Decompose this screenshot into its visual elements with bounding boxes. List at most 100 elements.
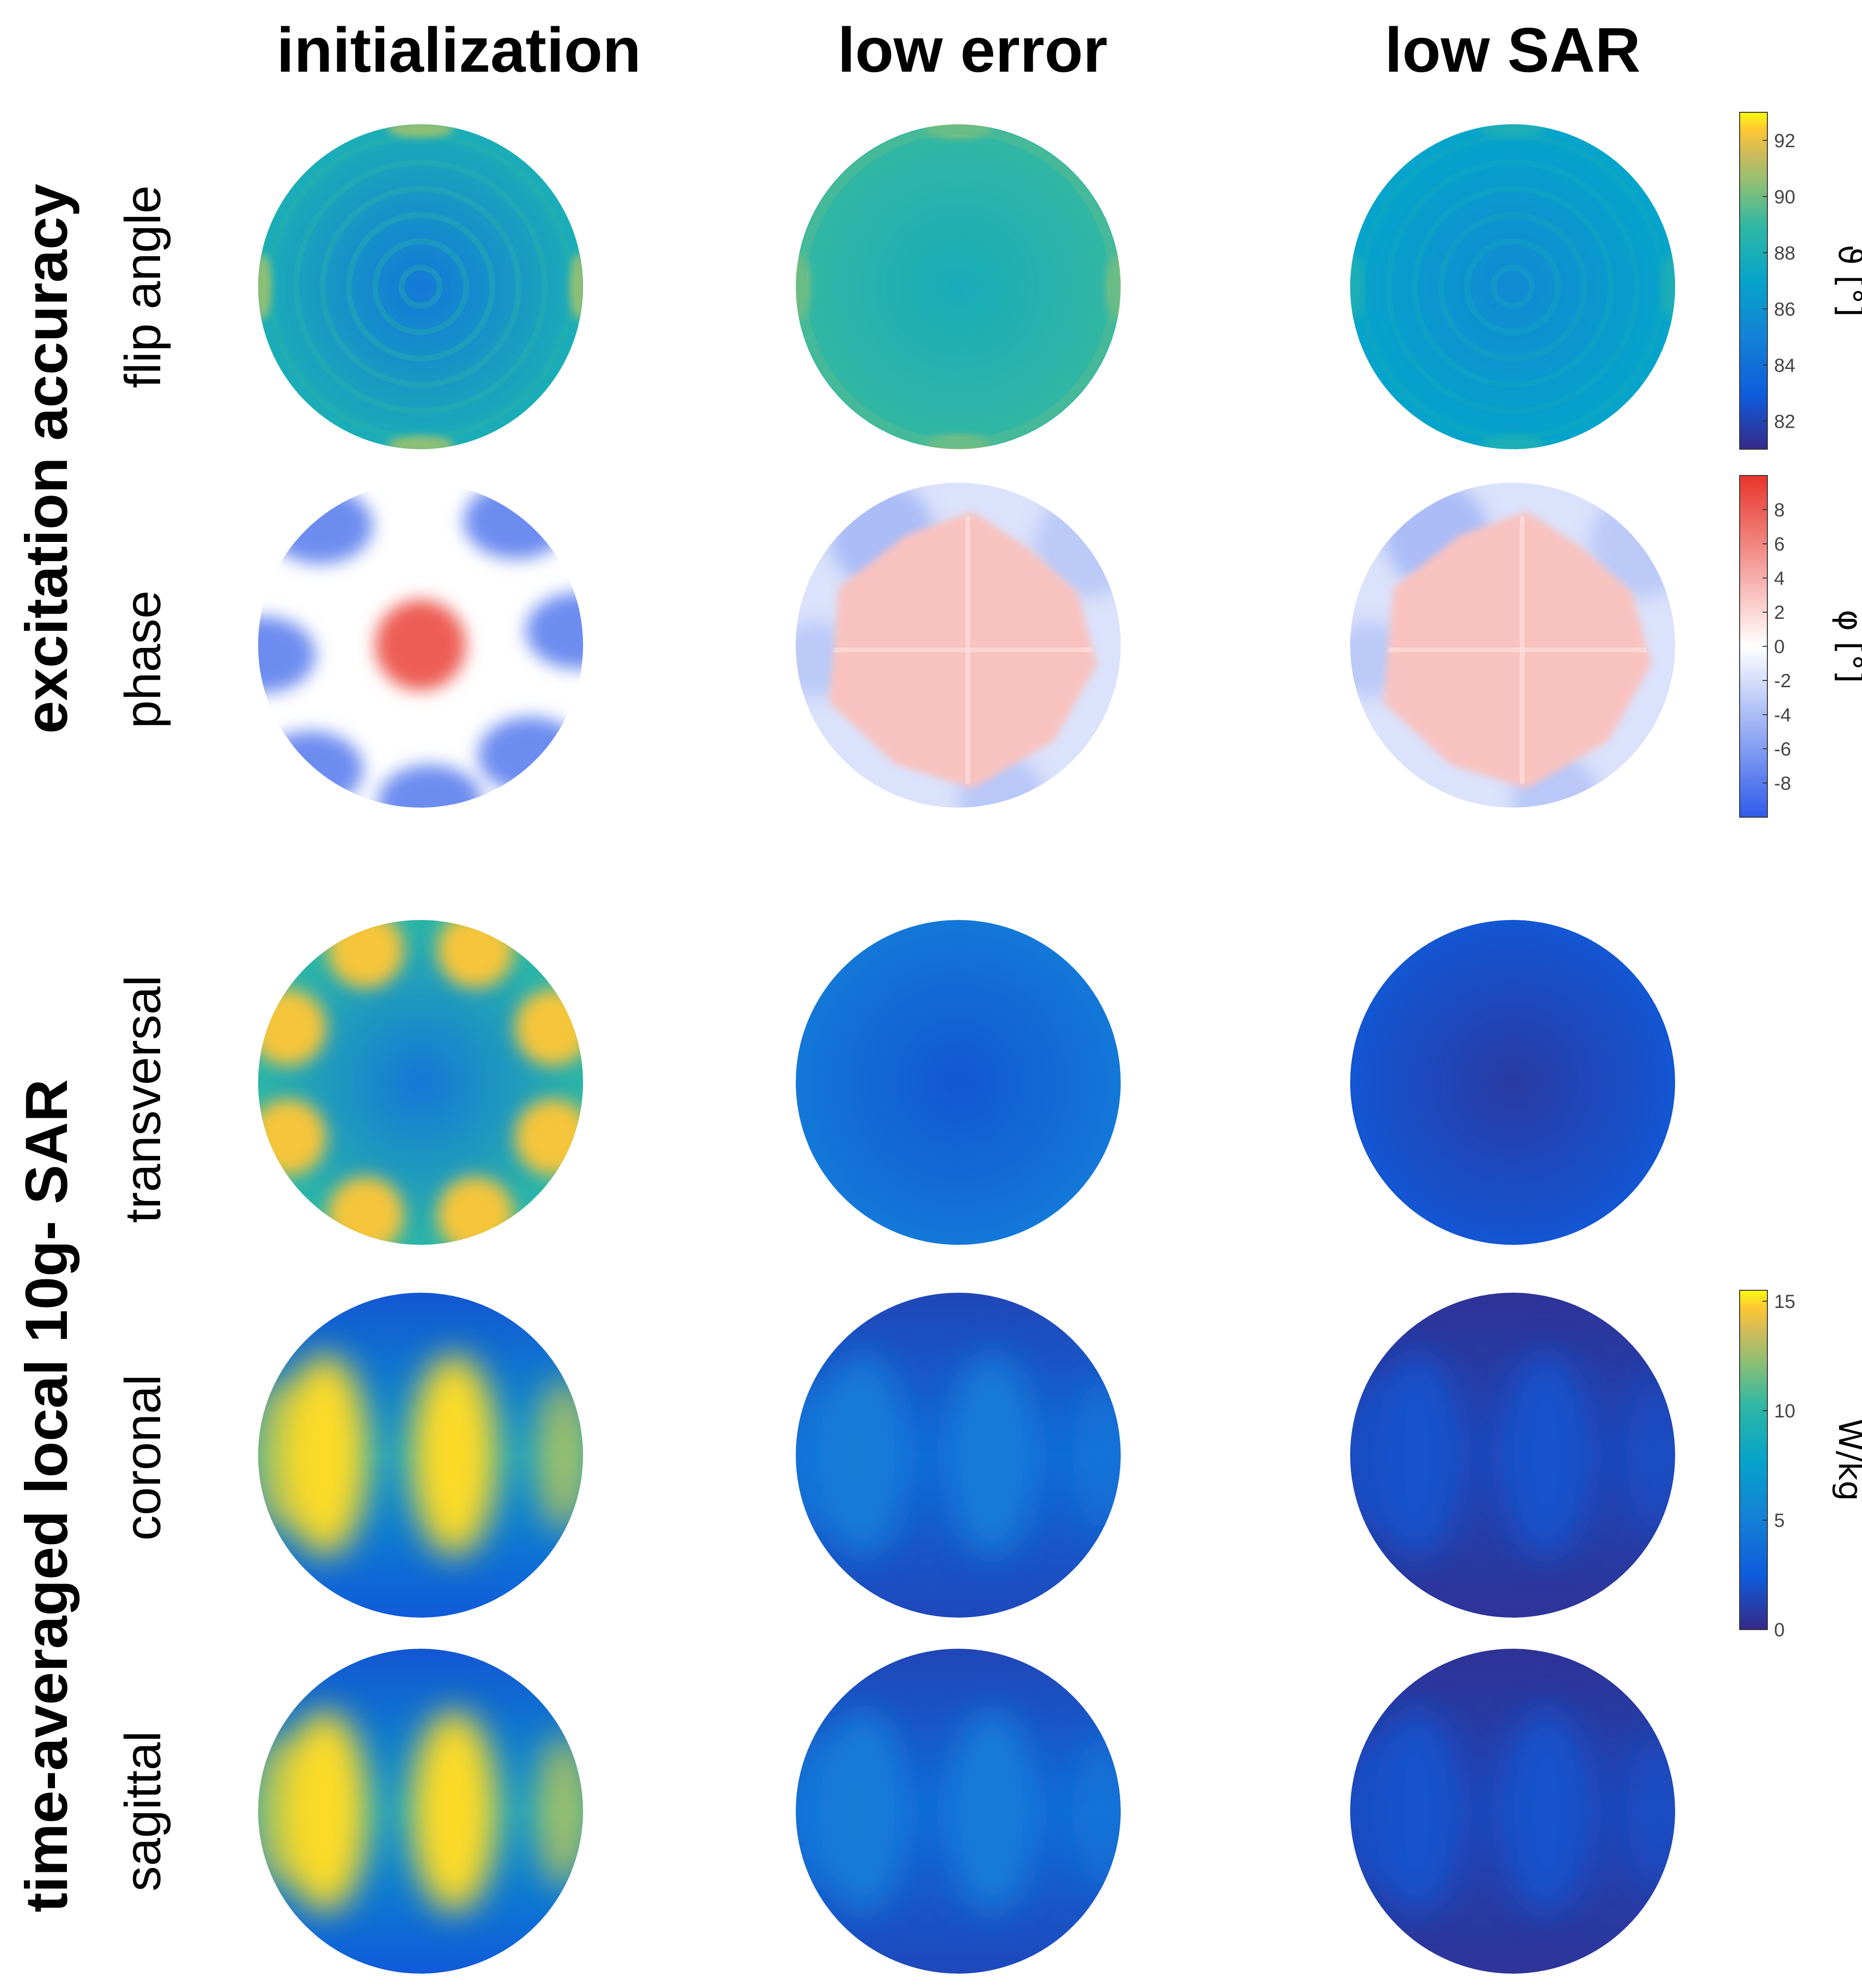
panel-base <box>796 124 1121 449</box>
hot-lobe <box>258 1099 326 1176</box>
colorbar-tick-label: 4 <box>1774 568 1785 589</box>
colorbar-tick-label: 88 <box>1774 243 1796 264</box>
hot-lobe <box>327 920 404 988</box>
hot-lobe <box>1350 1379 1398 1532</box>
colorbar-label: ϑ [°] <box>1831 245 1862 317</box>
hot-lobe <box>1627 1735 1675 1888</box>
colorbar-tick-label: 84 <box>1774 355 1796 376</box>
colorbar-tick-label: 82 <box>1774 411 1796 432</box>
edge-hot-spot <box>1350 253 1364 320</box>
hot-lobe <box>796 1735 844 1888</box>
row-label-flip-angle: flip angle <box>115 185 171 388</box>
heatmap-panel-flip-angle-initialization <box>258 124 583 449</box>
colorbar-tick-label: 2 <box>1774 602 1785 623</box>
hot-lobe <box>796 1379 844 1532</box>
hot-lobe <box>1073 1735 1121 1888</box>
colorbar-tick-label: 5 <box>1774 1510 1785 1531</box>
colorbar-label: W/kg <box>1831 1419 1862 1502</box>
colorbar-tick-label: 15 <box>1774 1291 1796 1312</box>
hot-lobe <box>535 1735 583 1888</box>
hot-lobe <box>437 1177 514 1245</box>
ripple-ring <box>293 160 548 414</box>
heatmap-panel-transversal-low-sar <box>1350 920 1675 1245</box>
colorbar-tick-label: -6 <box>1774 739 1791 760</box>
column-header-initialization: initialization <box>277 15 641 85</box>
row-label-transversal: transversal <box>115 975 171 1223</box>
hot-lobe <box>282 1355 368 1556</box>
hot-lobe <box>1503 1355 1589 1556</box>
edge-hot-spot <box>1479 436 1546 449</box>
panel-base <box>258 920 583 1245</box>
edge-hot-spot <box>258 253 271 320</box>
colorbar-phase: 8 6 4 2 0 -2 -4 -6 -8 φ [°] <box>1739 475 1862 818</box>
colorbar-tick-label: -4 <box>1774 705 1791 726</box>
edge-hot-spot <box>570 253 583 320</box>
hot-lobe <box>437 920 514 988</box>
colorbar-tick-label: 0 <box>1774 1620 1785 1641</box>
ripple-ring <box>1491 265 1535 309</box>
heatmap-panel-coronal-low-sar <box>1350 1293 1675 1618</box>
row-label-coronal: coronal <box>115 1374 171 1541</box>
hot-lobe <box>258 1379 306 1532</box>
heatmap-panels <box>258 124 1675 1974</box>
ripple-ring <box>372 238 469 335</box>
ripple-ring <box>1438 212 1587 361</box>
edge-blue-lobe <box>464 483 569 559</box>
hot-lobe <box>411 1355 497 1556</box>
hot-lobe <box>258 1735 306 1888</box>
colorbar-tick-label: 8 <box>1774 500 1785 521</box>
colorbar-flip: 92 90 88 86 84 82 ϑ [°] <box>1739 112 1862 450</box>
hot-lobe <box>282 1711 368 1912</box>
hot-lobe <box>1627 1379 1675 1532</box>
colorbar-tick-label: 0 <box>1774 637 1785 658</box>
hot-lobe <box>411 1711 497 1912</box>
hot-lobe <box>1503 1711 1589 1912</box>
colorbar-sar: 15 10 5 0 W/kg <box>1739 1290 1862 1641</box>
edge-blue-lobe <box>526 593 583 669</box>
heatmap-panel-sagittal-initialization <box>258 1649 583 1974</box>
heatmap-panel-coronal-initialization <box>258 1293 583 1618</box>
hot-lobe <box>949 1355 1035 1556</box>
ripple-ring <box>399 265 443 309</box>
hot-lobe <box>820 1711 906 1912</box>
edge-hot-spot <box>1662 253 1675 320</box>
heatmap-panel-phase-initialization <box>258 483 583 808</box>
colorbar-tick-label: 10 <box>1774 1401 1796 1422</box>
heatmap-panel-sagittal-low-error <box>796 1649 1121 1974</box>
heatmap-panel-coronal-low-error <box>796 1293 1121 1618</box>
hot-lobe <box>820 1355 906 1556</box>
ripple-ring <box>320 186 521 388</box>
panel-base <box>796 920 1121 1245</box>
row-label-phase: phase <box>115 591 171 729</box>
heatmap-panel-phase-low-sar <box>1350 483 1675 808</box>
colorbar-tick-label: -8 <box>1774 773 1791 794</box>
edge-blue-lobe <box>258 616 315 693</box>
hot-lobe <box>515 1099 583 1176</box>
colorbar-gradient <box>1739 112 1768 450</box>
edge-ring <box>797 125 1120 448</box>
panel-base <box>1350 920 1675 1245</box>
hot-lobe <box>1350 1735 1398 1888</box>
colorbar-tick-label: -2 <box>1774 670 1791 691</box>
colorbar-tick-label: 86 <box>1774 299 1796 320</box>
edge-blue-lobe <box>258 731 363 808</box>
column-header-low-error: low error <box>838 15 1108 85</box>
heatmap-panel-transversal-low-error <box>796 920 1121 1245</box>
heatmap-panel-flip-angle-low-error <box>796 124 1121 449</box>
hot-lobe <box>258 989 326 1066</box>
ripple-ring <box>1412 186 1613 388</box>
colorbar-tick-label: 90 <box>1774 186 1796 207</box>
panel-base <box>1350 124 1675 449</box>
center-hot-spot <box>375 600 466 691</box>
panel-base <box>258 124 583 449</box>
edge-hot-spot <box>387 436 454 449</box>
hot-lobe <box>949 1711 1035 1912</box>
heatmap-panel-flip-angle-low-sar <box>1350 124 1675 449</box>
heatmap-panel-sagittal-low-sar <box>1350 1649 1675 1974</box>
colorbar-gradient <box>1739 1290 1768 1630</box>
hot-lobe <box>327 1177 404 1245</box>
edge-blue-lobe <box>378 765 483 808</box>
colorbar-tick-label: 6 <box>1774 534 1785 555</box>
heatmap-panel-phase-low-error <box>796 483 1121 808</box>
